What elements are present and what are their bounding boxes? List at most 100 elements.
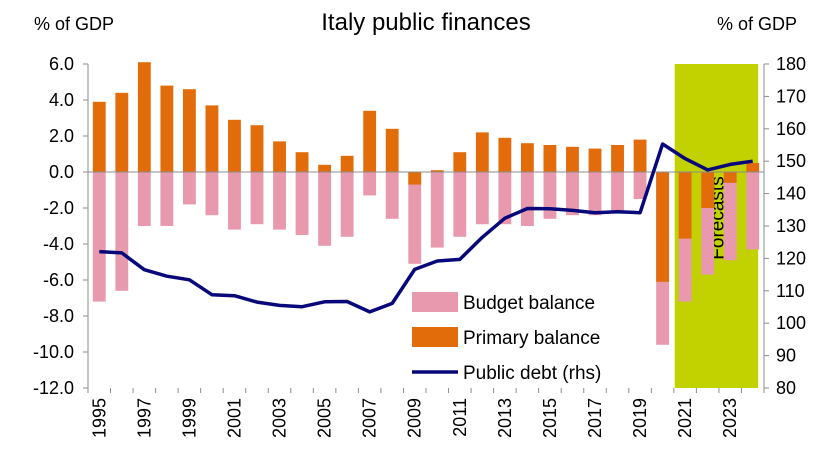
- x-tick-label: 2005: [315, 398, 335, 438]
- primary-balance-bar: [363, 110, 377, 172]
- budget-balance-bar: [611, 172, 624, 212]
- right-axis-unit: % of GDP: [717, 14, 797, 34]
- x-tick-label: 1999: [179, 398, 199, 438]
- budget-balance-bar: [588, 172, 602, 216]
- primary-balance-bar: [318, 164, 332, 172]
- left-axis-unit: % of GDP: [34, 14, 114, 34]
- primary-balance-bar: [115, 92, 129, 172]
- budget-balance-bar: [723, 172, 737, 261]
- primary-balance-bar: [228, 119, 241, 172]
- budget-balance-bar: [453, 172, 467, 237]
- right-tick-label: 180: [776, 54, 806, 74]
- budget-balance-bar: [182, 172, 196, 205]
- budget-balance-bar: [273, 172, 286, 230]
- primary-balance-bar: [205, 105, 219, 172]
- x-tick-label: 2009: [405, 398, 425, 438]
- right-tick-label: 90: [776, 346, 796, 366]
- legend-swatch: [412, 327, 458, 347]
- primary-balance-bar: [273, 141, 286, 172]
- budget-balance-bar: [385, 172, 399, 219]
- primary-balance-bar: [656, 172, 670, 282]
- left-tick-label: -10.0: [33, 342, 74, 362]
- legend-label: Primary balance: [463, 328, 600, 349]
- primary-balance-bar: [408, 172, 422, 185]
- right-tick-label: 80: [776, 378, 796, 398]
- budget-balance-bar: [520, 172, 534, 226]
- chart-title: Italy public finances: [321, 9, 530, 36]
- left-tick-label: -8.0: [43, 306, 74, 326]
- primary-balance-bar: [250, 125, 264, 172]
- left-tick-label: 2.0: [49, 126, 74, 146]
- primary-balance-bar: [701, 172, 715, 208]
- primary-balance-bar: [746, 163, 760, 172]
- left-tick-label: 4.0: [49, 90, 74, 110]
- bar-series: [92, 62, 760, 345]
- primary-balance-bar: [611, 145, 624, 172]
- primary-balance-bar: [543, 145, 557, 172]
- right-tick-label: 160: [776, 119, 806, 139]
- budget-balance-bar: [318, 172, 332, 246]
- x-tick-label: 2015: [540, 398, 560, 438]
- x-tick-label: 1995: [89, 398, 109, 438]
- x-tick-label: 2019: [630, 398, 650, 438]
- legend-label: Public debt (rhs): [463, 363, 601, 384]
- debt-line-series: [99, 142, 753, 314]
- legend-primary-balance: Primary balance: [412, 327, 600, 349]
- x-tick-label: 2011: [450, 398, 470, 437]
- legend-label: Budget balance: [463, 293, 595, 314]
- left-tick-label: 6.0: [49, 54, 74, 74]
- budget-balance-bar: [746, 172, 760, 250]
- left-tick-label: 0.0: [49, 162, 74, 182]
- primary-balance-bar: [498, 137, 512, 172]
- budget-balance-bar: [228, 172, 241, 230]
- primary-balance-bar: [430, 170, 444, 172]
- budget-balance-bar: [543, 172, 557, 219]
- budget-balance-bar: [475, 172, 489, 225]
- budget-balance-bar: [430, 172, 444, 248]
- legend-budget-balance: Budget balance: [412, 292, 595, 314]
- budget-balance-bar: [250, 172, 264, 225]
- right-tick-label: 100: [776, 313, 806, 333]
- right-tick-label: 170: [776, 86, 806, 106]
- budget-balance-bar: [295, 172, 309, 235]
- budget-balance-bar: [363, 172, 377, 196]
- tick-labels: 6.0 4.0 2.0 0.0 -2.0 -4.0 -6.0 -8.0 -10.0 -12.0 18…: [33, 54, 806, 438]
- x-tick-label: 2003: [270, 398, 290, 438]
- budget-balance-bar: [115, 172, 129, 291]
- budget-balance-bar: [340, 172, 354, 237]
- primary-balance-bar: [385, 128, 399, 172]
- axes: [83, 63, 769, 393]
- primary-balance-bar: [633, 139, 647, 172]
- left-tick-label: -6.0: [43, 270, 74, 290]
- primary-balance-bar: [182, 89, 196, 172]
- primary-balance-bar: [520, 143, 534, 172]
- primary-balance-bar: [340, 155, 354, 172]
- x-tick-label: 2021: [675, 398, 695, 438]
- budget-balance-bar: [633, 172, 647, 199]
- x-tick-label: 1997: [134, 398, 154, 438]
- primary-balance-bar: [723, 172, 737, 183]
- legend: Budget balance Primary balance Public debt…: [412, 292, 601, 384]
- left-tick-label: -4.0: [43, 234, 74, 254]
- budget-balance-bar: [566, 172, 579, 216]
- x-tick-label: 2001: [224, 398, 244, 438]
- left-tick-label: -2.0: [43, 198, 74, 218]
- primary-balance-bar: [160, 85, 174, 172]
- right-tick-label: 130: [776, 216, 806, 236]
- primary-balance-bar: [137, 62, 151, 173]
- budget-balance-bar: [92, 172, 106, 302]
- primary-balance-bar: [588, 148, 602, 172]
- right-tick-label: 110: [776, 281, 805, 301]
- budget-balance-bar: [137, 172, 151, 226]
- budget-balance-bar: [408, 172, 422, 264]
- primary-balance-bar: [453, 152, 467, 172]
- legend-swatch: [412, 292, 458, 312]
- budget-balance-bar: [205, 172, 219, 216]
- primary-balance-bar: [566, 146, 579, 172]
- x-tick-label: 2017: [585, 398, 605, 438]
- primary-balance-bar: [295, 152, 309, 172]
- right-tick-label: 150: [776, 151, 806, 171]
- budget-balance-bar: [160, 172, 174, 226]
- primary-balance-bar: [475, 132, 489, 172]
